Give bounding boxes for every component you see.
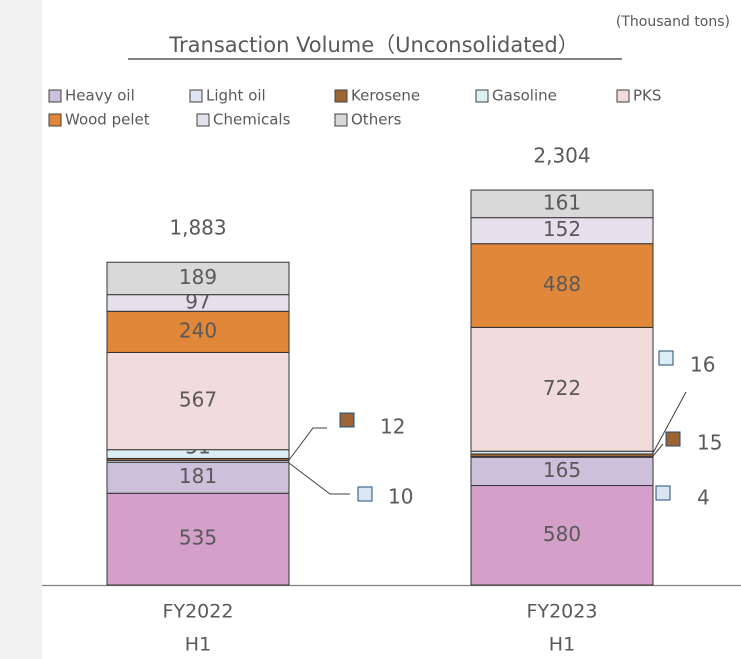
legend-swatch xyxy=(334,113,348,127)
leader-line xyxy=(288,462,350,495)
legend-label: Kerosene xyxy=(351,87,420,105)
x-tick-label: H1 xyxy=(185,634,211,656)
total-label: 2,304 xyxy=(533,143,590,167)
value-label: 240 xyxy=(179,318,217,342)
x-tick-label: FY2023 xyxy=(527,601,598,623)
legend-swatch xyxy=(48,113,62,127)
bar-segment xyxy=(106,261,290,296)
value-label: 165 xyxy=(543,458,581,482)
legend-swatch xyxy=(334,89,348,103)
bar-segment xyxy=(106,351,290,451)
callout-swatch xyxy=(339,412,355,428)
value-label: 15 xyxy=(697,431,722,455)
callout-swatch xyxy=(655,485,671,501)
side-strip xyxy=(0,0,42,659)
callout-swatch xyxy=(658,350,674,366)
legend-swatch xyxy=(475,89,489,103)
bar-segment xyxy=(106,492,290,586)
value-label: 12 xyxy=(380,415,405,439)
bar-segment xyxy=(470,326,654,452)
bar-segment xyxy=(470,217,654,245)
value-label: 567 xyxy=(179,388,217,412)
leader-line xyxy=(288,427,327,461)
value-label: 10 xyxy=(388,485,413,509)
value-label: 580 xyxy=(543,522,581,546)
bar-segment xyxy=(470,243,654,328)
chart-title: Transaction Volume（Unconsolidated） xyxy=(168,33,578,57)
x-tick-label: FY2022 xyxy=(163,601,234,623)
value-label: 535 xyxy=(179,526,217,550)
value-label: 152 xyxy=(543,217,581,241)
legend-swatch xyxy=(616,89,630,103)
bar-segment xyxy=(470,189,654,219)
legend-swatch xyxy=(196,113,210,127)
legend-label: Light oil xyxy=(206,87,266,105)
legend-label: PKS xyxy=(633,87,661,105)
callout-swatch xyxy=(357,486,373,502)
value-label: 181 xyxy=(179,464,217,488)
value-label: 4 xyxy=(697,486,710,510)
callout-swatch xyxy=(665,431,681,447)
value-label: 161 xyxy=(543,190,581,214)
bar-segment xyxy=(106,310,290,353)
value-label: 16 xyxy=(690,353,715,377)
leader-line xyxy=(652,443,664,457)
total-label: 1,883 xyxy=(169,216,226,240)
legend-label: Chemicals xyxy=(213,111,291,129)
value-label: 722 xyxy=(543,376,581,400)
bar-segment xyxy=(470,485,654,586)
legend-label: Others xyxy=(351,111,402,129)
legend-label: Gasoline xyxy=(492,87,557,105)
legend-swatch xyxy=(48,89,62,103)
x-tick-label: H1 xyxy=(549,634,575,656)
leader-line xyxy=(652,391,687,454)
legend-swatch xyxy=(189,89,203,103)
value-label: 189 xyxy=(179,265,217,289)
legend-label: Heavy oil xyxy=(65,87,135,105)
legend-label: Wood pelet xyxy=(65,111,150,129)
unit-label: (Thousand tons) xyxy=(616,14,730,30)
value-label: 488 xyxy=(543,272,581,296)
